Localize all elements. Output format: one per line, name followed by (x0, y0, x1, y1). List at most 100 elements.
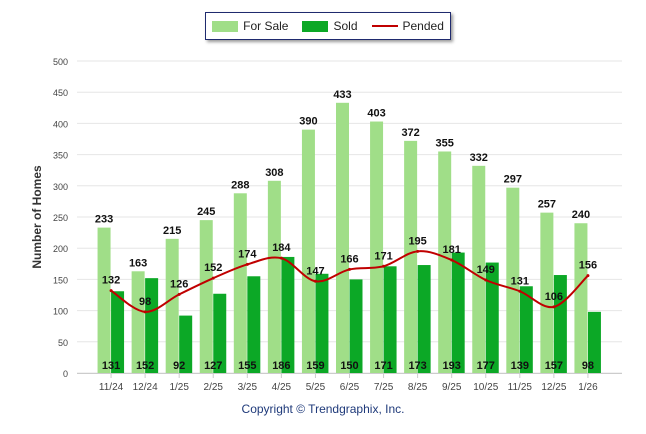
bar-sold (315, 273, 329, 373)
data-label-sold: 127 (204, 360, 222, 372)
bar-sold (111, 291, 125, 373)
data-label-sold: 155 (238, 360, 256, 372)
data-label-pended: 166 (340, 253, 358, 265)
bar-sold (519, 286, 533, 373)
point-pended (143, 310, 147, 314)
data-label-pended: 156 (579, 260, 597, 272)
bar-sold (383, 266, 397, 373)
data-label-for-sale: 433 (333, 89, 351, 101)
x-tick-label: 7/25 (374, 382, 394, 393)
data-label-for-sale: 163 (129, 257, 147, 269)
copyright: Copyright © Trendgraphix, Inc. (241, 402, 405, 416)
data-label-pended: 106 (545, 291, 563, 303)
x-tick-label: 1/25 (169, 382, 189, 393)
data-label-sold: 92 (173, 360, 185, 372)
data-label-sold: 131 (102, 360, 120, 372)
data-label-for-sale: 355 (436, 137, 454, 149)
point-pended (245, 262, 249, 266)
legend-swatch-pended (371, 25, 398, 27)
data-label-for-sale: 332 (470, 152, 488, 164)
bar-for-sale (370, 121, 384, 373)
y-tick-label: 250 (53, 213, 68, 223)
data-label-pended: 149 (477, 264, 495, 276)
data-label-pended: 98 (139, 296, 151, 308)
data-label-for-sale: 233 (95, 214, 113, 226)
data-label-sold: 177 (477, 360, 495, 372)
bar-sold (179, 315, 193, 373)
bar-sold (145, 278, 159, 373)
data-label-sold: 152 (136, 360, 154, 372)
bar-for-sale (506, 187, 520, 373)
y-tick-label: 0 (63, 369, 68, 379)
legend-swatch-for-sale (212, 20, 239, 32)
point-pended (552, 305, 556, 309)
legend-label: Pended (402, 19, 444, 33)
data-label-for-sale: 288 (231, 179, 249, 191)
y-tick-label: 450 (53, 88, 68, 98)
point-pended (518, 289, 522, 293)
data-label-for-sale: 403 (367, 108, 385, 120)
data-label-pended: 126 (170, 278, 188, 290)
bar-for-sale (233, 193, 247, 373)
data-label-pended: 174 (238, 248, 257, 260)
bar-for-sale (438, 151, 452, 373)
bar-sold (281, 256, 295, 373)
data-label-pended: 132 (102, 275, 120, 287)
x-tick-label: 12/24 (133, 382, 158, 393)
data-label-pended: 147 (306, 265, 324, 277)
legend-item-pended[interactable]: Pended (371, 19, 444, 33)
bar-for-sale (472, 165, 486, 373)
x-tick-label: 6/25 (340, 382, 360, 393)
bar-sold (587, 311, 601, 373)
y-tick-label: 200 (53, 244, 68, 254)
data-label-for-sale: 215 (163, 225, 181, 237)
data-label-for-sale: 390 (299, 116, 317, 128)
bar-sold (553, 275, 567, 373)
x-tick-label: 5/25 (306, 382, 326, 393)
x-tick-label: 2/25 (204, 382, 224, 393)
data-label-pended: 152 (204, 262, 222, 274)
point-pended (109, 289, 113, 293)
bar-for-sale (97, 227, 111, 373)
y-tick-label: 100 (53, 307, 68, 317)
point-pended (348, 267, 351, 271)
y-tick-label: 400 (53, 119, 68, 129)
y-tick-label: 500 (53, 57, 68, 67)
x-tick-label: 1/26 (578, 382, 598, 393)
point-pended (382, 264, 386, 268)
bar-sold (417, 265, 431, 373)
bar-for-sale (336, 102, 349, 374)
data-label-for-sale: 297 (504, 174, 522, 186)
data-label-sold: 139 (511, 360, 529, 372)
bar-sold (247, 276, 261, 373)
point-pended (279, 256, 283, 260)
bar-sold (213, 293, 227, 373)
point-pended (177, 292, 181, 296)
x-tick-label: 10/25 (473, 382, 498, 393)
x-tick-label: 11/25 (508, 382, 533, 393)
bar-for-sale (165, 238, 179, 373)
legend-item-sold[interactable]: Sold (302, 19, 358, 33)
point-pended (416, 249, 420, 253)
y-tick-label: 350 (53, 151, 68, 161)
bar-for-sale (574, 223, 588, 373)
y-tick-label: 300 (53, 182, 68, 192)
data-label-sold: 157 (545, 360, 563, 372)
y-tick-label: 50 (58, 338, 68, 348)
bar-sold (485, 262, 499, 373)
legend-item-for-sale[interactable]: For Sale (212, 19, 288, 33)
data-label-pended: 131 (511, 275, 529, 287)
bar-for-sale (199, 220, 213, 373)
data-label-sold: 171 (374, 360, 392, 372)
bar-for-sale (131, 271, 145, 373)
data-label-sold: 186 (272, 360, 290, 372)
bar-sold (451, 252, 465, 373)
data-label-sold: 173 (408, 360, 426, 372)
legend: For Sale Sold Pended (205, 12, 451, 40)
data-label-for-sale: 240 (572, 209, 590, 221)
x-tick-label: 9/25 (442, 382, 462, 393)
x-tick-label: 12/25 (541, 382, 566, 393)
x-tick-label: 11/24 (99, 382, 124, 393)
